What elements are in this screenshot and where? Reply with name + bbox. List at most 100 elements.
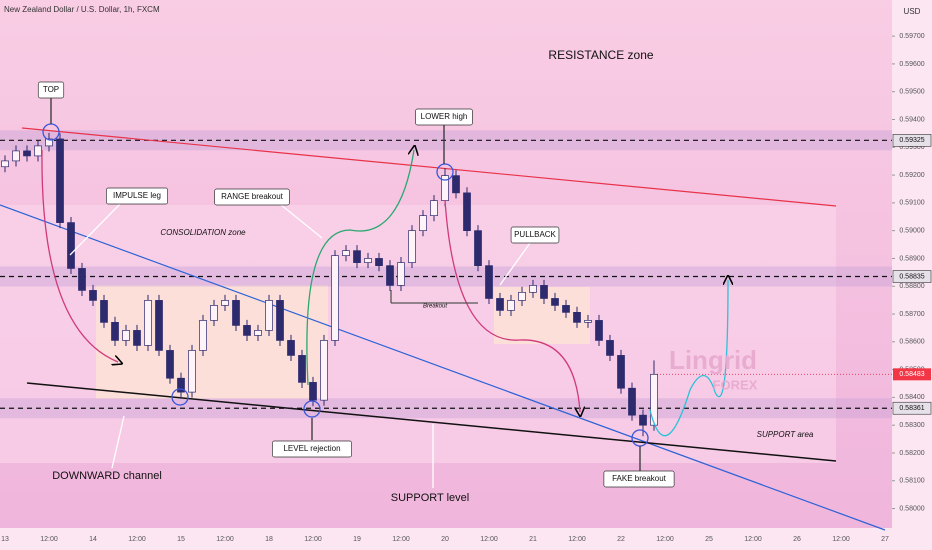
level-price-tag [892, 134, 932, 147]
candle-body [342, 250, 350, 257]
x-tick-label: 22 [617, 536, 625, 543]
candle-body [166, 350, 174, 379]
candle-body [485, 265, 493, 299]
candle-body [463, 192, 471, 232]
candle-body [364, 258, 372, 263]
annotation: RESISTANCE zone [548, 48, 653, 62]
x-tick-label: 13 [1, 536, 9, 543]
candle-body [529, 285, 537, 293]
x-tick-label: 27 [881, 536, 889, 543]
y-tick-label: 0.59400 [899, 116, 924, 123]
annotation: RANGE breakout [221, 192, 284, 201]
highlight-circle [171, 388, 189, 406]
candle-body [551, 298, 559, 306]
y-tick-label: 0.58200 [899, 450, 924, 457]
x-tick-label: 18 [265, 536, 273, 543]
x-tick-label: 19 [353, 536, 361, 543]
candle-body [419, 215, 427, 232]
channel-trendline [0, 204, 886, 531]
candle-body [298, 355, 306, 383]
annotation-box [603, 470, 675, 488]
x-tick-label: 12:00 [656, 536, 674, 543]
candle-body [111, 322, 119, 341]
candle-body [617, 355, 625, 389]
candle-body [155, 300, 163, 351]
y-tick-label: 0.58300 [899, 422, 924, 429]
x-tick-label: 12:00 [832, 536, 850, 543]
y-tick-label: 0.59100 [899, 200, 924, 207]
x-tick-label: 12:00 [392, 536, 410, 543]
pointer [279, 203, 323, 239]
time-axis-background [0, 528, 892, 550]
candle-body [375, 258, 383, 267]
annotation-box [415, 108, 473, 126]
candle-body [23, 150, 31, 157]
annotation-box [214, 188, 290, 206]
candle-body [474, 230, 482, 267]
candle-body [254, 330, 262, 336]
x-tick-label: 12:00 [480, 536, 498, 543]
x-tick-label: 15 [177, 536, 185, 543]
annotation: DOWNWARD channel [52, 470, 162, 482]
x-tick-label: 12:00 [40, 536, 58, 543]
y-tick-label: 0.59300 [899, 144, 924, 151]
candle-body [562, 305, 570, 313]
x-tick-label: 21 [529, 536, 537, 543]
annotations-decor [41, 97, 728, 488]
candle-body [628, 387, 636, 416]
candle-body [144, 300, 152, 346]
x-tick-label: 14 [89, 536, 97, 543]
candle-body [12, 150, 20, 162]
last-price-label: 0.58483 [899, 371, 924, 378]
level-price-label: 0.58835 [899, 273, 924, 280]
highlight-circle [303, 400, 321, 418]
candle-body [34, 145, 42, 157]
candle-body [397, 262, 405, 286]
candle-body [78, 268, 86, 291]
candle-body [232, 300, 240, 326]
candle-body [496, 298, 504, 311]
annotation-box [106, 187, 168, 205]
x-tick-label: 12:00 [128, 536, 146, 543]
chart-title: New Zealand Dollar / U.S. Dollar, 1h, FX… [4, 5, 160, 14]
level-price-label: 0.59325 [899, 137, 924, 144]
candle-body [595, 320, 603, 341]
x-tick-label: 20 [441, 536, 449, 543]
y-tick-label: 0.59600 [899, 61, 924, 68]
x-tick-label: 25 [705, 536, 713, 543]
y-tick-label: 0.59000 [899, 227, 924, 234]
annotation: PULLBACK [514, 230, 556, 239]
candle-body [287, 340, 295, 356]
x-tick-label: 12:00 [568, 536, 586, 543]
annotation: SUPPORT area [757, 430, 814, 439]
annotation: FOREX [713, 377, 758, 392]
x-tick-label: 26 [793, 536, 801, 543]
candle-body [133, 330, 141, 346]
level-price-tag [892, 270, 932, 283]
level-price-label: 0.58361 [899, 405, 924, 412]
candle-body [353, 250, 361, 263]
candle-body [309, 382, 317, 401]
y-tick-label: 0.59700 [899, 33, 924, 40]
annotation: TOP [43, 85, 59, 94]
y-tick-label: 0.59500 [899, 89, 924, 96]
candle-body [56, 138, 64, 223]
candle-body [540, 285, 548, 299]
candle-body [639, 414, 647, 426]
pointer [69, 203, 121, 256]
candle-body [177, 377, 185, 393]
annotation-box [272, 440, 352, 458]
annotation: CONSOLIDATION zone [160, 228, 246, 237]
pointer [111, 415, 125, 469]
arrow [41, 149, 118, 362]
candle-body [122, 330, 130, 341]
candle-body [320, 340, 328, 401]
candle-body [452, 175, 460, 194]
y-tick-label: 0.58600 [899, 339, 924, 346]
candle-body [386, 265, 394, 286]
y-tick-label: 0.58100 [899, 478, 924, 485]
annotation: FAKE breakout [612, 474, 667, 483]
candle-body [243, 325, 251, 336]
